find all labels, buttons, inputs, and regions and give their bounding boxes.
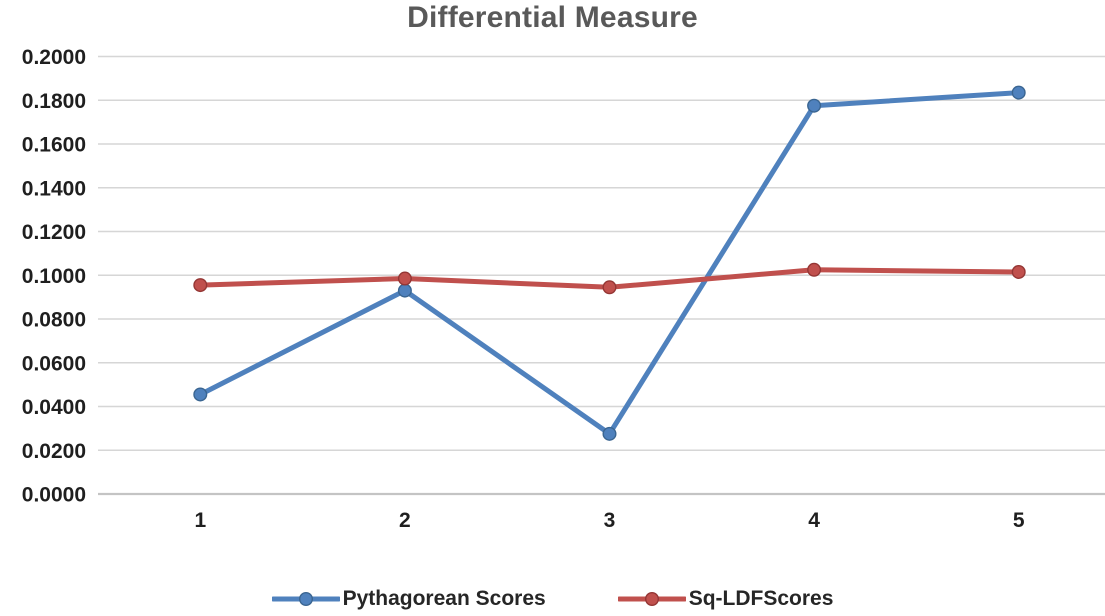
legend-swatch-sq-ldfscores [617,591,686,607]
y-tick-label: 0.1800 [22,90,86,113]
y-tick-label: 0.1400 [22,177,86,200]
x-tick-label: 1 [194,509,206,532]
legend-item-sq-ldfscores: Sq-LDFScores [617,587,834,611]
legend-swatch-pythagorean-scores [271,591,340,607]
y-tick-label: 0.0400 [22,396,86,419]
legend-label-pythagorean-scores: Pythagorean Scores [342,587,546,610]
data-point-marker-sq-ldfscores [1011,264,1026,279]
data-point-marker-sq-ldfscores [807,262,822,277]
y-tick-label: 0.1000 [22,265,86,288]
y-tick-label: 0.0200 [22,440,86,463]
data-point-marker-sq-ldfscores [602,280,617,295]
data-point-marker-sq-ldfscores [397,271,412,286]
x-tick-label: 4 [808,509,820,532]
legend: Pythagorean Scores Sq-LDFScores [0,587,1105,611]
x-tick-label: 3 [604,509,616,532]
y-tick-label: 0.2000 [22,46,86,69]
y-tick-label: 0.0600 [22,352,86,375]
data-point-marker-pythagorean-scores [397,283,412,298]
data-point-marker-pythagorean-scores [1011,85,1026,100]
legend-marker-icon [298,591,313,607]
legend-item-pythagorean-scores: Pythagorean Scores [271,587,546,611]
chart-title: Differential Measure [407,1,698,34]
y-tick-label: 0.0800 [22,309,86,332]
y-tick-label: 0.1200 [22,221,86,244]
legend-marker-icon [644,591,659,607]
data-point-marker-pythagorean-scores [807,98,822,113]
data-point-marker-pythagorean-scores [602,426,617,441]
y-tick-label: 0.0000 [22,484,86,507]
y-tick-label: 0.1600 [22,134,86,157]
legend-label-sq-ldfscores: Sq-LDFScores [688,587,834,610]
data-point-marker-pythagorean-scores [193,387,208,402]
x-tick-label: 2 [399,509,411,532]
x-tick-label: 5 [1013,509,1025,532]
data-point-marker-sq-ldfscores [193,278,208,293]
